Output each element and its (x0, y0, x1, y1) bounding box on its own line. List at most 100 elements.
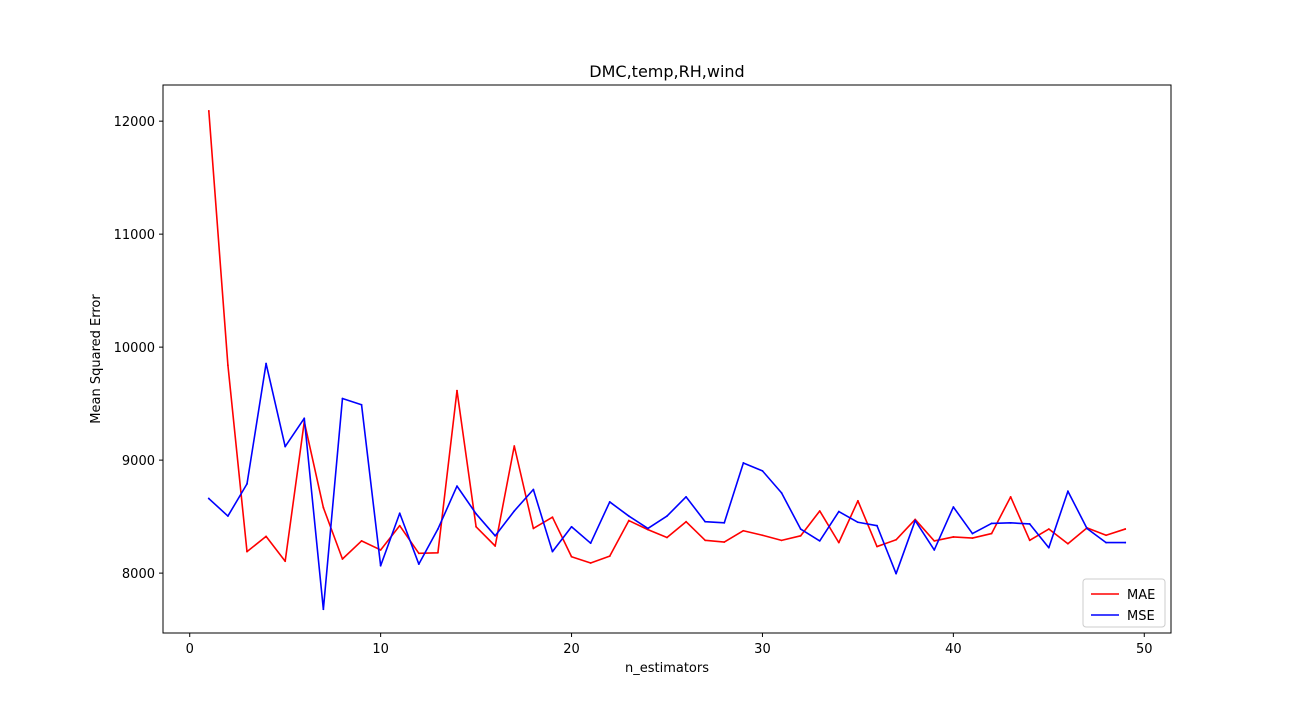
data-point-mse (990, 522, 993, 525)
data-point-mae (627, 519, 630, 522)
data-point-mae (227, 364, 229, 367)
data-point-mse (417, 563, 420, 565)
data-point-mse (284, 445, 287, 448)
data-point-mae (780, 539, 783, 542)
data-point-mae (494, 545, 497, 547)
data-point-mse (933, 549, 936, 551)
y-tick-label: 11000 (114, 228, 155, 243)
data-point-mse (360, 403, 363, 406)
data-point-mae (818, 510, 821, 512)
y-axis-label: Mean Squared Error (89, 294, 104, 424)
data-point-mae (207, 110, 210, 112)
data-point-mae (857, 499, 859, 502)
data-point-mae (341, 558, 344, 560)
data-point-mse (475, 512, 477, 515)
legend: MAE MSE (1082, 578, 1166, 628)
data-point-mse (1047, 546, 1050, 549)
legend-label-mse: MSE (1127, 609, 1155, 624)
data-point-mae (360, 540, 363, 542)
data-point-mae (284, 560, 287, 563)
data-point-mse (570, 525, 573, 528)
data-point-mse (456, 485, 458, 488)
x-tick-label: 30 (754, 642, 771, 657)
data-point-mae (971, 537, 974, 539)
data-point-mae (589, 562, 592, 564)
data-point-mse (532, 488, 535, 491)
x-tick-label: 50 (1136, 642, 1153, 657)
x-axis-ticks: 0 10 20 30 40 50 (186, 633, 1153, 657)
data-point-mae (417, 552, 420, 555)
data-point-mae (322, 506, 325, 509)
data-point-mse (265, 362, 267, 365)
y-tick-label: 12000 (114, 115, 155, 130)
data-point-mse (551, 550, 554, 553)
data-point-mae (475, 525, 477, 528)
data-point-mse (647, 527, 649, 530)
data-point-mse (818, 540, 821, 542)
data-point-mse (627, 515, 630, 517)
data-point-mse (207, 497, 210, 500)
plot-lines (207, 110, 1127, 611)
data-point-mse (379, 564, 382, 567)
data-point-mse (742, 462, 745, 464)
data-point-mse (799, 528, 802, 530)
data-point-mse (303, 417, 306, 420)
data-point-mae (933, 540, 936, 542)
data-point-mse (1124, 541, 1127, 544)
data-point-mae (704, 539, 707, 542)
x-axis-label: n_estimators (625, 661, 709, 676)
data-point-mse (857, 521, 859, 524)
legend-label-mae: MAE (1127, 588, 1155, 603)
data-point-mse (341, 397, 344, 400)
data-point-mse (1009, 521, 1012, 524)
data-point-mae (1047, 528, 1050, 530)
data-point-mse (1086, 527, 1088, 530)
data-point-mae (551, 516, 554, 519)
data-point-mae (1105, 534, 1107, 537)
data-point-mse (513, 510, 516, 512)
y-tick-label: 8000 (122, 567, 155, 582)
data-point-mse (494, 534, 497, 537)
data-point-mae (761, 534, 764, 537)
data-point-mse (1028, 523, 1031, 525)
data-point-mse (837, 510, 840, 513)
data-point-mae (685, 520, 687, 523)
data-point-mae (246, 550, 248, 553)
data-point-mae (437, 551, 439, 554)
data-point-mae (837, 541, 840, 544)
x-tick-label: 20 (563, 642, 580, 657)
data-point-mae (1009, 495, 1012, 498)
data-point-mse (876, 524, 878, 527)
plot-frame (162, 84, 1172, 634)
data-point-mse (914, 519, 917, 522)
x-tick-label: 0 (186, 642, 194, 657)
y-tick-label: 9000 (122, 454, 155, 469)
data-point-mae (608, 555, 611, 558)
y-tick-label: 10000 (114, 341, 155, 356)
data-point-mse (398, 512, 401, 515)
data-point-mse (589, 542, 592, 545)
data-point-mae (799, 534, 802, 537)
data-point-mse (952, 506, 955, 508)
data-point-mse (666, 515, 668, 517)
data-point-mse (895, 572, 897, 575)
chart-title: DMC,temp,RH,wind (589, 62, 744, 81)
data-point-mse (685, 495, 687, 498)
data-point-mae (895, 538, 897, 541)
data-point-mse (723, 521, 726, 524)
x-tick-label: 10 (372, 642, 389, 657)
data-point-mae (398, 524, 401, 527)
data-point-mse (437, 528, 439, 530)
data-point-mae (952, 536, 955, 538)
data-point-mae (666, 536, 668, 539)
y-axis-ticks: 8000 9000 10000 11000 12000 (114, 115, 163, 582)
x-tick-label: 40 (945, 642, 962, 657)
data-point-mae (1067, 542, 1069, 545)
data-point-mae (532, 527, 535, 530)
data-point-mse (227, 515, 229, 517)
data-point-mae (1124, 528, 1127, 530)
data-point-mse (1105, 541, 1107, 544)
data-point-mse (704, 520, 707, 523)
data-point-mae (570, 555, 573, 558)
data-point-mae (1028, 539, 1031, 542)
